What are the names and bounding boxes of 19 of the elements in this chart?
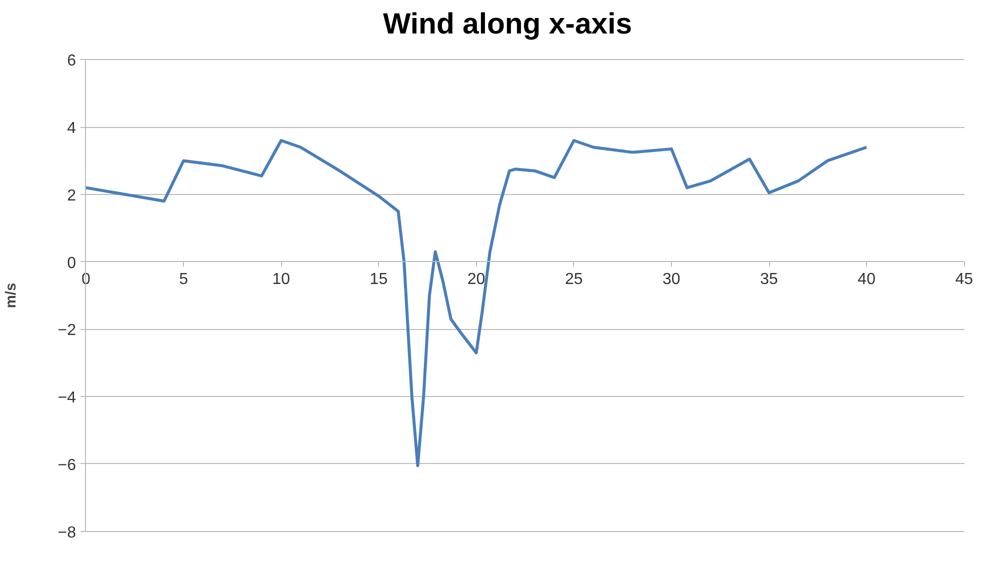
y-tick-label: 2 (67, 187, 76, 204)
x-tick-label: 5 (179, 270, 188, 288)
x-tick-label: 40 (858, 270, 876, 288)
x-tick-label: 15 (370, 270, 388, 288)
y-axis-title: m/s (4, 282, 20, 308)
y-tick-label: −6 (58, 456, 76, 474)
x-tick-label: 25 (564, 270, 583, 288)
x-tick-label: 45 (955, 270, 974, 288)
y-tick-label: −2 (58, 322, 76, 340)
x-tick-label: 10 (272, 270, 290, 288)
x-tick-label: 35 (760, 270, 778, 288)
y-tick-label: −8 (58, 524, 76, 542)
chart-title: Wind along x-axis (382, 8, 632, 40)
y-tick-label: 4 (67, 120, 76, 138)
x-tick-label: 30 (662, 270, 680, 288)
y-tick-label: 6 (67, 52, 76, 70)
x-tick-label: 20 (467, 270, 486, 288)
y-tick-label: −4 (58, 390, 76, 407)
y-tick-label: 0 (67, 254, 76, 272)
